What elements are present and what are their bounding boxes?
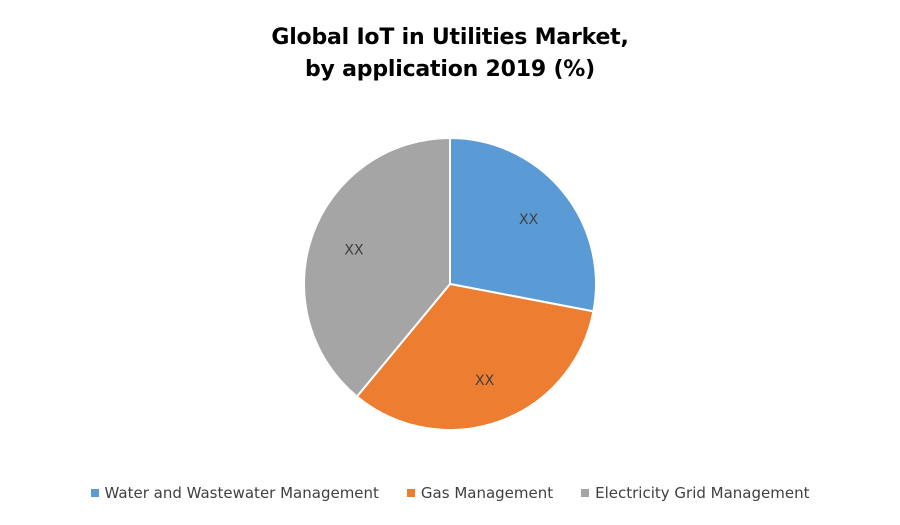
chart-title-line-2: by application 2019 (%)	[305, 57, 595, 82]
pie-slice-gas	[355, 283, 595, 431]
legend-label-water: Water and Wastewater Management	[104, 484, 379, 502]
legend-label-electricity: Electricity Grid Management	[595, 484, 810, 502]
legend-swatch-electricity	[581, 489, 590, 497]
chart-title-line-1: Global IoT in Utilities Market,	[271, 25, 629, 50]
legend-swatch-water	[90, 489, 99, 497]
pie-label-electricity: XX	[344, 242, 364, 258]
pie-slices	[303, 137, 597, 431]
chart-title: Global IoT in Utilities Market, by appli…	[0, 22, 900, 86]
pie-label-gas: XX	[475, 373, 495, 389]
legend-item-electricity: Electricity Grid Management	[581, 484, 809, 502]
pie-label-water: XX	[519, 212, 539, 228]
legend-label-gas: Gas Management	[420, 484, 554, 502]
legend-item-gas: Gas Management	[406, 484, 554, 502]
pie-slice-electricity	[303, 137, 451, 398]
legend-item-water: Water and Wastewater Management	[90, 484, 379, 502]
legend-swatch-gas	[406, 489, 415, 497]
pie-slice-water	[449, 137, 597, 313]
pie-labels: XX XX XX	[344, 212, 538, 389]
legend: Water and Wastewater Management Gas Mana…	[0, 484, 900, 502]
